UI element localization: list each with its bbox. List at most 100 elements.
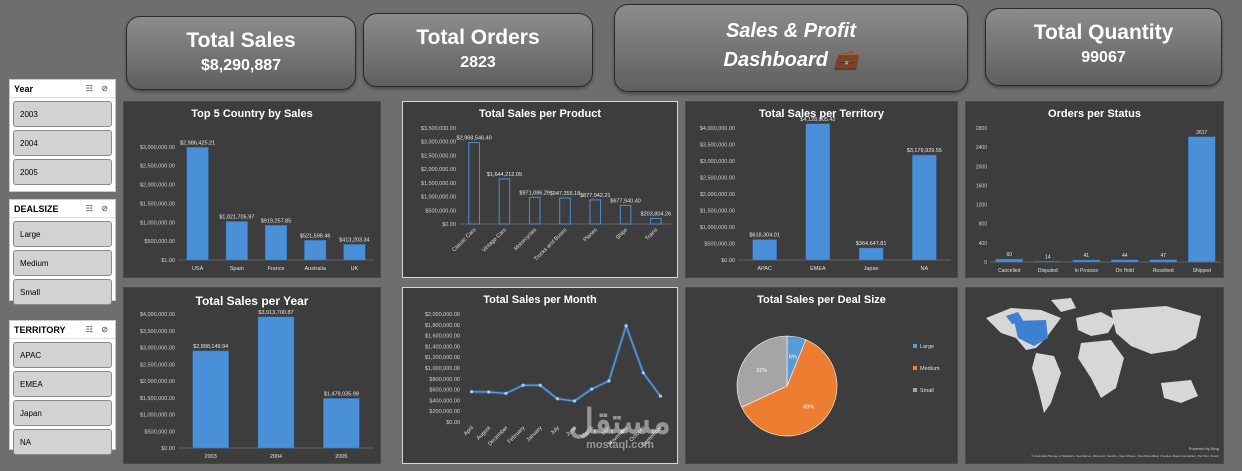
data-point — [607, 379, 611, 383]
data-point — [521, 383, 525, 387]
bar — [805, 123, 831, 261]
x-tick-label: Ships — [615, 227, 629, 241]
filter-icons[interactable]: ☷ ⊘ — [85, 204, 111, 213]
slicer-item-2004[interactable]: 2004 — [13, 130, 112, 156]
total-sales-value: $8,290,887 — [200, 57, 282, 74]
pie-slice — [736, 335, 788, 408]
y-tick-label: $2,500,000.00 — [140, 164, 175, 170]
slicer-item-emea[interactable]: EMEA — [13, 371, 112, 397]
data-point — [538, 383, 542, 387]
data-point — [624, 324, 628, 328]
x-tick-label: Vintage Cars — [481, 227, 508, 254]
territory-chart-panel: Total Sales per Territory $0.00 $500,000.… — [685, 101, 958, 278]
bar — [1188, 136, 1216, 263]
bar — [186, 147, 209, 261]
y-tick-label: $1,000,000.00 — [140, 220, 175, 226]
map-attribution: © Australian Bureau of Statistics, GeoNa… — [1031, 454, 1219, 458]
legend-swatch — [913, 388, 917, 392]
y-tick-label: $1,400,000.00 — [425, 344, 460, 350]
bar — [619, 204, 632, 225]
y-tick-label: $3,500,000.00 — [700, 143, 735, 149]
y-tick-label: $2,000,000.00 — [700, 192, 735, 198]
x-tick-label: USA — [192, 266, 204, 272]
chart-title: Total Sales per Month — [483, 294, 597, 306]
data-label: 2617 — [1196, 130, 1207, 136]
slicer-item-2005[interactable]: 2005 — [13, 159, 112, 185]
x-tick-label: Trucks and Buses — [533, 227, 568, 262]
dealsize-slicer-title: DEALSIZE — [14, 203, 59, 214]
dealsize-chart: 6% Large 60% Medium 31% Small — [736, 335, 940, 437]
status-chart-panel: Orders per Status 0 400 800 1200 1600 2000 240… — [965, 101, 1224, 278]
africa-shape — [1078, 340, 1124, 398]
chart-title: Total Sales per Year — [195, 294, 309, 308]
data-label: $1,021,705.97 — [219, 214, 254, 220]
data-label: $3,913,700.87 — [258, 310, 293, 316]
slicer-item-na[interactable]: NA — [13, 429, 112, 455]
y-tick-label: $3,500,000.00 — [140, 329, 175, 335]
dashboard-title-line2: Dashboard 💼 — [723, 49, 859, 71]
slicer-item-japan[interactable]: Japan — [13, 400, 112, 426]
y-tick-label: $600,000.00 — [429, 388, 460, 394]
x-tick-label: Cancelled — [998, 268, 1020, 274]
x-tick-label: NA — [921, 266, 929, 272]
data-label: $1,644,212.05 — [487, 172, 522, 178]
data-point — [590, 387, 594, 391]
dealsize-chart-panel: Total Sales per Deal Size 6% Large 60% Medi… — [685, 287, 958, 464]
alaska-highlight-shape — [1006, 312, 1024, 324]
y-tick-label: $3,000,000.00 — [140, 346, 175, 352]
y-tick-label: $3,000,000.00 — [421, 140, 456, 146]
data-label: $2,968,546.40 — [457, 136, 492, 142]
y-tick-label: 1600 — [976, 183, 987, 189]
data-point — [658, 394, 663, 398]
dashboard-title-line1: Sales & Profit — [725, 20, 857, 42]
bar — [343, 244, 366, 261]
x-tick-label: EMEA — [810, 266, 826, 272]
y-tick-label: 2400 — [976, 145, 987, 151]
y-tick-label: $0.00 — [442, 222, 456, 228]
y-tick-label: $2,000,000.00 — [425, 312, 460, 318]
total-quantity-value: 99067 — [1081, 49, 1126, 66]
greenland-shape — [1051, 298, 1076, 312]
data-point — [572, 399, 577, 403]
x-tick-label: Planes — [583, 227, 599, 243]
y-tick-label: $2,000,000.00 — [421, 167, 456, 173]
data-label: $4,128,005.42 — [800, 117, 835, 123]
slicer-item-large[interactable]: Large — [13, 221, 112, 247]
x-tick-label: Resolved — [1153, 268, 1174, 274]
data-point — [469, 390, 474, 394]
legend-label: Large — [920, 344, 934, 350]
data-label: 60 — [1006, 252, 1012, 258]
world-map — [986, 298, 1201, 413]
slicer-item-medium[interactable]: Medium — [13, 250, 112, 276]
y-tick-label: $1,200,000.00 — [425, 355, 460, 361]
x-tick-label: 2004 — [270, 454, 282, 460]
slicer-item-2003[interactable]: 2003 — [13, 101, 112, 127]
month-chart-panel: Total Sales per Month $0.00 $200,000.00 $4… — [402, 287, 678, 464]
slicer-item-small[interactable]: Small — [13, 279, 112, 305]
data-label: $677,940.40 — [610, 198, 641, 204]
y-tick-label: $2,000,000.00 — [140, 183, 175, 189]
year-chart: $0.00 $500,000.00 $1,000,000.00 $1,500,000.… — [140, 310, 374, 460]
y-tick-label: $500,000.00 — [144, 239, 175, 245]
australia-shape — [1161, 380, 1198, 403]
y-tick-label: $4,000,000.00 — [140, 312, 175, 318]
data-label: $919,257.85 — [261, 218, 292, 224]
filter-icons[interactable]: ☷ ⊘ — [85, 325, 111, 334]
y-tick-label: $1,000,000.00 — [700, 225, 735, 231]
territory-slicer-title: TERRITORY — [14, 324, 66, 335]
total-sales-card: Total Sales $8,290,887 — [126, 16, 356, 90]
data-label: $971,086.29 — [519, 190, 550, 196]
x-tick-label: Classic Cars — [451, 227, 477, 253]
filter-icons[interactable]: ☷ ⊘ — [85, 84, 111, 93]
x-tick-label: UK — [351, 266, 359, 272]
x-tick-label: Motorcycles — [513, 227, 538, 252]
map-caption: Powered by Bing — [1188, 446, 1219, 451]
bar — [323, 398, 360, 449]
x-tick-label: April — [463, 425, 475, 437]
slicer-item-apac[interactable]: APAC — [13, 342, 112, 368]
bar — [304, 240, 327, 261]
data-label: $203,804.26 — [641, 211, 672, 217]
total-quantity-title: Total Quantity — [1033, 21, 1174, 44]
bar — [752, 239, 777, 261]
y-tick-label: $1,500,000.00 — [140, 201, 175, 207]
